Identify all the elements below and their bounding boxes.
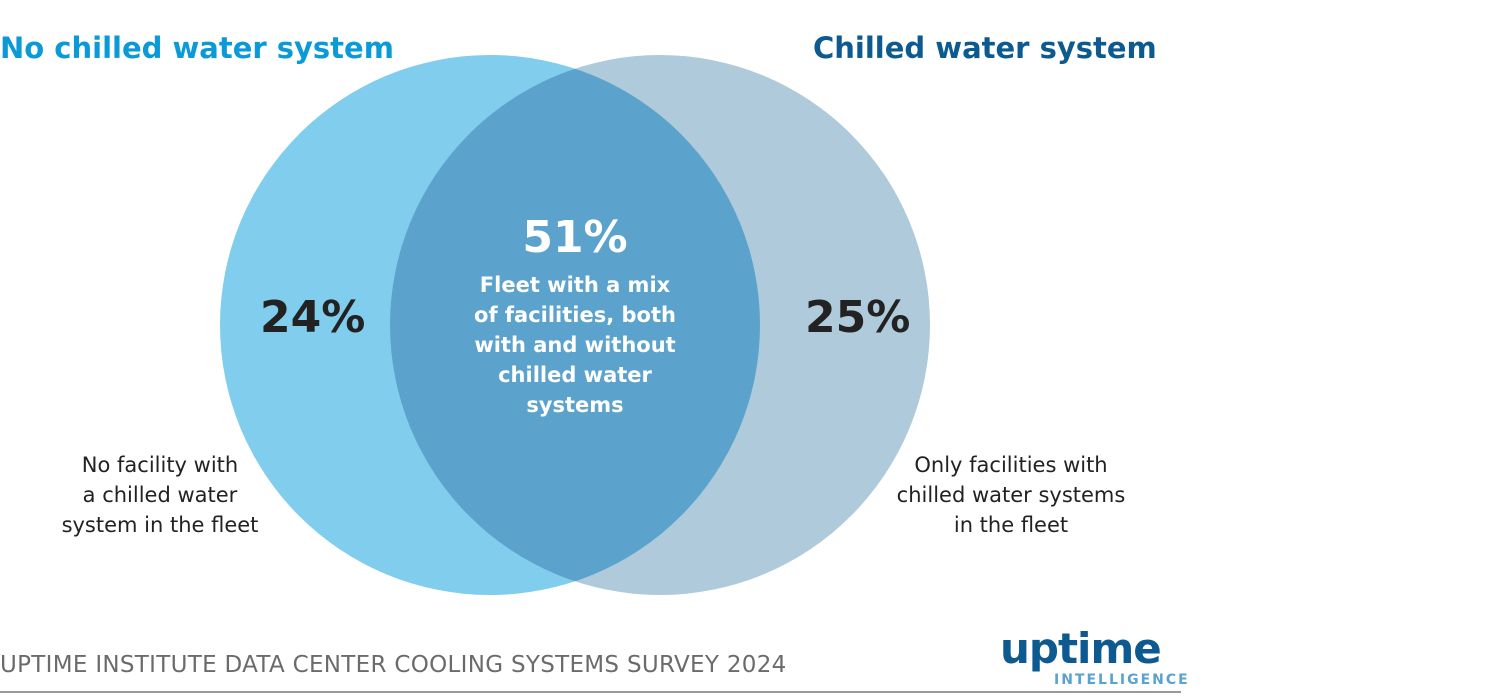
note-line: a chilled water <box>82 483 238 507</box>
intersection-percent: 51% <box>522 212 628 263</box>
note-line: system in the fleet <box>61 513 259 537</box>
left-only-percent: 24% <box>260 292 366 343</box>
note-line: of facilities, both <box>474 303 676 327</box>
note-line: No facility with <box>81 453 239 477</box>
set-title-no-chilled-water: No chilled water system <box>0 31 394 65</box>
set-title-chilled-water: Chilled water system <box>813 31 1157 65</box>
right-only-percent: 25% <box>805 292 911 343</box>
footer-divider <box>0 691 1181 693</box>
note-line: Only facilities with <box>914 453 1108 477</box>
intersection-region <box>390 55 760 595</box>
note-line: in the fleet <box>953 513 1069 537</box>
note-line: chilled water systems <box>896 483 1126 507</box>
uptime-logo-subtitle: INTELLIGENCE <box>1054 672 1190 688</box>
right-description: Only facilities with chilled water syste… <box>871 450 1151 540</box>
note-line: with and without <box>474 333 676 357</box>
note-line: chilled water <box>498 363 652 387</box>
left-description: No facility with a chilled water system … <box>30 450 290 540</box>
intersection-description: Fleet with a mix of facilities, both wit… <box>435 270 715 420</box>
uptime-logo: uptime <box>1000 624 1162 673</box>
note-line: Fleet with a mix <box>479 273 671 297</box>
source-footer: UPTIME INSTITUTE DATA CENTER COOLING SYS… <box>0 652 787 678</box>
note-line: systems <box>526 393 624 417</box>
